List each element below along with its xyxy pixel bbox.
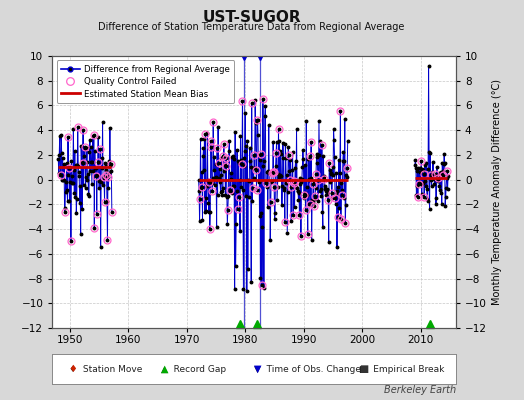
Text: ▲  Record Gap: ▲ Record Gap xyxy=(161,364,226,374)
Text: ♦  Station Move: ♦ Station Move xyxy=(69,364,142,374)
Text: ■: ■ xyxy=(359,364,368,374)
Text: ■  Empirical Break: ■ Empirical Break xyxy=(359,364,444,374)
Text: UST-SUGOR: UST-SUGOR xyxy=(202,10,301,25)
Text: ▼  Time of Obs. Change: ▼ Time of Obs. Change xyxy=(254,364,361,374)
Text: ▼: ▼ xyxy=(254,364,261,374)
Legend: Difference from Regional Average, Quality Control Failed, Estimated Station Mean: Difference from Regional Average, Qualit… xyxy=(57,60,234,103)
Text: Difference of Station Temperature Data from Regional Average: Difference of Station Temperature Data f… xyxy=(99,22,405,32)
Text: ▲: ▲ xyxy=(161,364,169,374)
Y-axis label: Monthly Temperature Anomaly Difference (°C): Monthly Temperature Anomaly Difference (… xyxy=(493,79,503,305)
Text: Berkeley Earth: Berkeley Earth xyxy=(384,385,456,395)
Text: ♦: ♦ xyxy=(69,364,77,374)
